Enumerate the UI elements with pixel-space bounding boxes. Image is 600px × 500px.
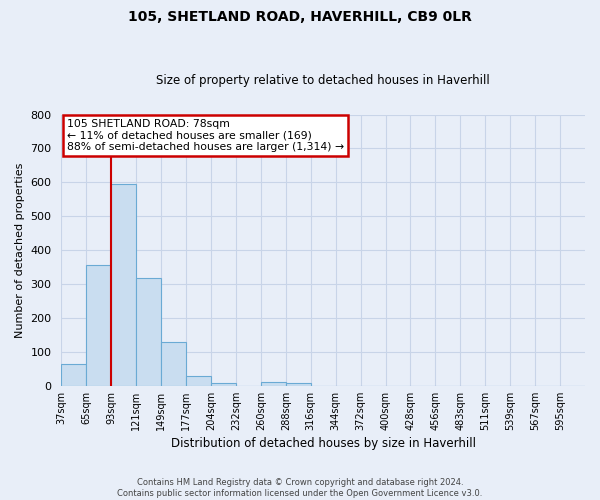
Bar <box>86 265 111 386</box>
Bar <box>211 383 236 386</box>
Title: Size of property relative to detached houses in Haverhill: Size of property relative to detached ho… <box>157 74 490 87</box>
Bar <box>161 342 186 386</box>
Text: 105, SHETLAND ROAD, HAVERHILL, CB9 0LR: 105, SHETLAND ROAD, HAVERHILL, CB9 0LR <box>128 10 472 24</box>
X-axis label: Distribution of detached houses by size in Haverhill: Distribution of detached houses by size … <box>171 437 476 450</box>
Text: 105 SHETLAND ROAD: 78sqm
← 11% of detached houses are smaller (169)
88% of semi-: 105 SHETLAND ROAD: 78sqm ← 11% of detach… <box>67 118 344 152</box>
Y-axis label: Number of detached properties: Number of detached properties <box>15 162 25 338</box>
Text: Contains HM Land Registry data © Crown copyright and database right 2024.
Contai: Contains HM Land Registry data © Crown c… <box>118 478 482 498</box>
Bar <box>111 184 136 386</box>
Bar <box>186 376 211 386</box>
Bar <box>61 364 86 386</box>
Bar <box>136 278 161 386</box>
Bar <box>261 382 286 386</box>
Bar <box>286 383 311 386</box>
